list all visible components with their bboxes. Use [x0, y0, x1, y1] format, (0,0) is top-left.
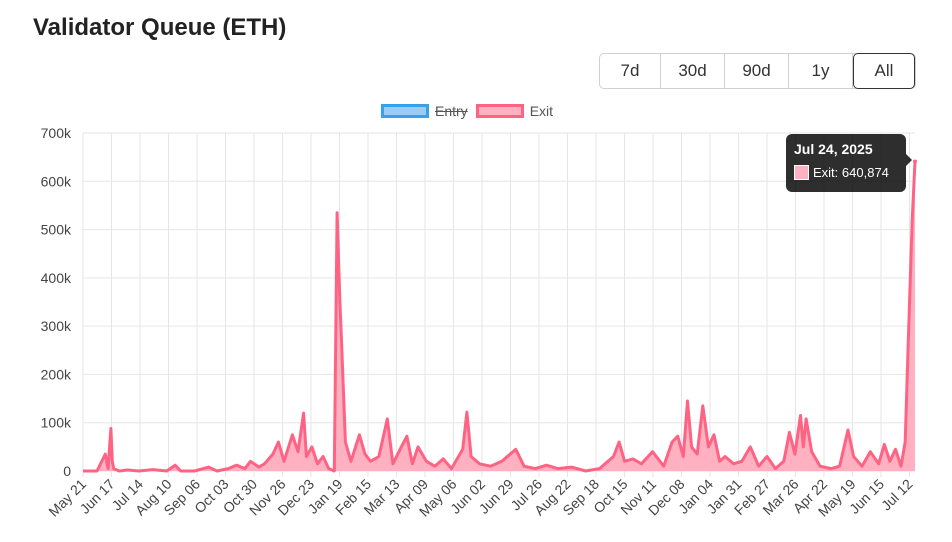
tooltip-sep: :	[834, 165, 842, 180]
tooltip-value: 640,874	[841, 165, 889, 180]
legend-item-entry[interactable]: Entry	[381, 103, 468, 119]
legend-swatch-entry	[381, 104, 429, 118]
hovered-point[interactable]	[913, 159, 917, 164]
y-tick-label: 600k	[41, 173, 72, 189]
y-tick-label: 300k	[41, 318, 72, 334]
range-button-90d[interactable]: 90d	[725, 54, 789, 88]
y-tick-label: 100k	[41, 415, 72, 431]
legend-swatch-exit	[475, 104, 524, 118]
chart-tooltip: Jul 24, 2025 Exit: 640,874	[786, 134, 912, 192]
range-selector: 7d 30d 90d 1y All	[599, 53, 916, 89]
y-tick-label: 700k	[41, 125, 72, 141]
tooltip-title: Jul 24, 2025	[794, 141, 873, 157]
y-axis: 0 100k 200k 300k 400k 500k 600k 700k	[41, 125, 72, 479]
range-button-all[interactable]: All	[853, 53, 915, 89]
y-tick-label: 500k	[41, 222, 72, 238]
tooltip-swatch	[794, 165, 809, 180]
y-tick-label: 0	[63, 463, 71, 479]
page-title: Validator Queue (ETH)	[33, 14, 287, 41]
legend-label-entry: Entry	[435, 103, 468, 119]
y-tick-label: 400k	[41, 270, 72, 286]
legend-item-exit[interactable]: Exit	[475, 103, 554, 119]
range-button-1y[interactable]: 1y	[789, 54, 853, 88]
y-tick-label: 200k	[41, 366, 72, 382]
range-button-7d[interactable]: 7d	[600, 54, 661, 88]
chart-grid	[82, 132, 915, 477]
x-tick-label: Jul 12	[878, 476, 916, 514]
tooltip-row: Exit: 640,874	[794, 165, 898, 180]
exit-series-line	[83, 161, 917, 473]
range-button-30d[interactable]: 30d	[661, 54, 725, 88]
legend-label-exit: Exit	[529, 103, 554, 119]
tooltip-series: Exit	[813, 165, 835, 180]
exit-series-area	[83, 161, 915, 471]
chart-legend: Entry Exit	[381, 103, 561, 119]
